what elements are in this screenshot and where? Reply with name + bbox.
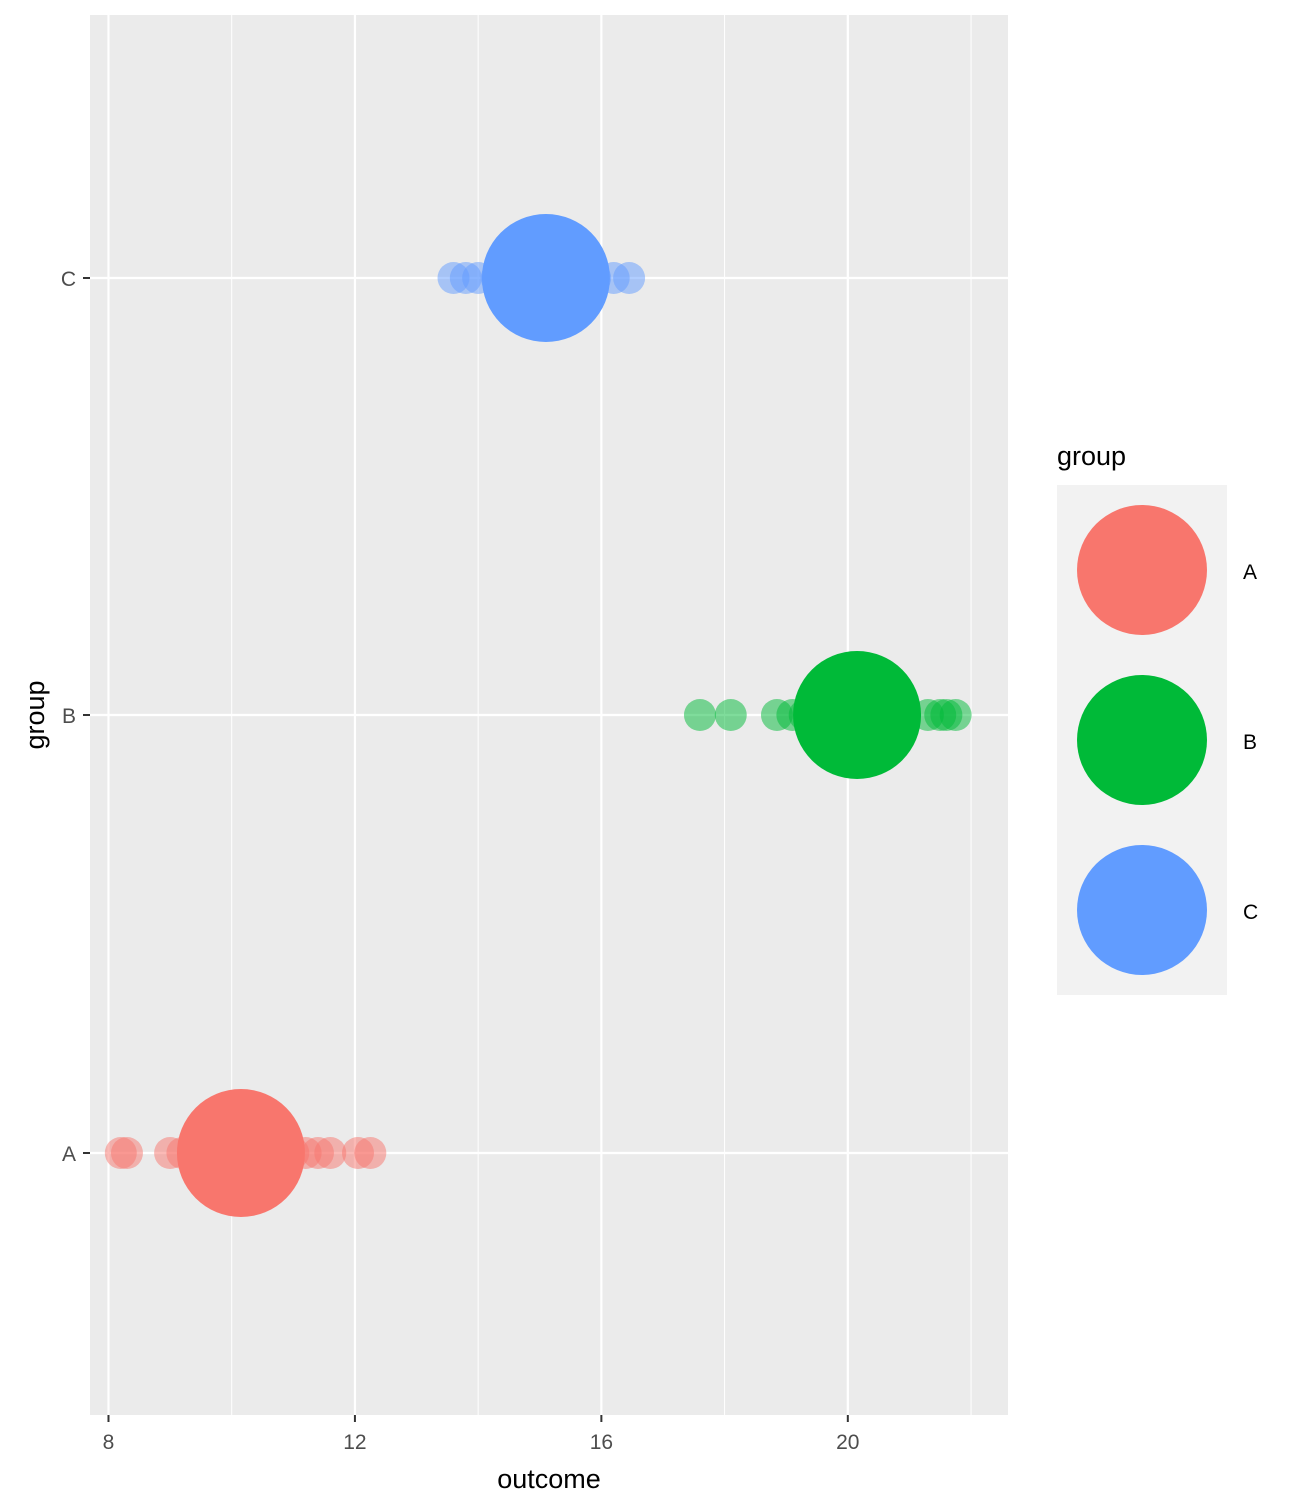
- legend-label-c: C: [1243, 901, 1258, 924]
- x-tick-label: 20: [836, 1431, 859, 1454]
- y-axis: A B C: [61, 268, 90, 1166]
- data-point-b: [939, 699, 972, 731]
- data-point-b: [683, 699, 716, 731]
- data-point-c: [613, 262, 646, 294]
- x-tick-label: 8: [103, 1431, 115, 1454]
- legend-label-b: B: [1243, 731, 1257, 754]
- y-axis-title: group: [20, 680, 50, 749]
- legend: group A B C: [1057, 441, 1258, 995]
- legend-key-a: [1077, 505, 1207, 635]
- group-mean-points: [176, 214, 922, 1217]
- y-tick-label: C: [61, 268, 76, 291]
- data-point-a: [314, 1137, 347, 1169]
- data-point-a: [354, 1137, 387, 1169]
- x-tick-label: 16: [590, 1431, 613, 1454]
- mean-point-a: [176, 1089, 305, 1217]
- legend-label-a: A: [1243, 561, 1257, 584]
- mean-point-c: [481, 214, 610, 342]
- legend-title: group: [1057, 441, 1126, 471]
- data-point-b: [714, 699, 747, 731]
- x-tick-label: 12: [343, 1431, 366, 1454]
- data-point-a: [110, 1137, 143, 1169]
- mean-point-b: [793, 651, 922, 779]
- x-axis-title: outcome: [497, 1464, 601, 1494]
- legend-key-b: [1077, 675, 1207, 805]
- y-tick-label: A: [62, 1143, 76, 1166]
- y-tick-label: B: [62, 705, 76, 728]
- x-axis: 8 12 16 20: [103, 1415, 859, 1454]
- legend-key-c: [1077, 845, 1207, 975]
- legend-entries: A B C: [1077, 505, 1258, 975]
